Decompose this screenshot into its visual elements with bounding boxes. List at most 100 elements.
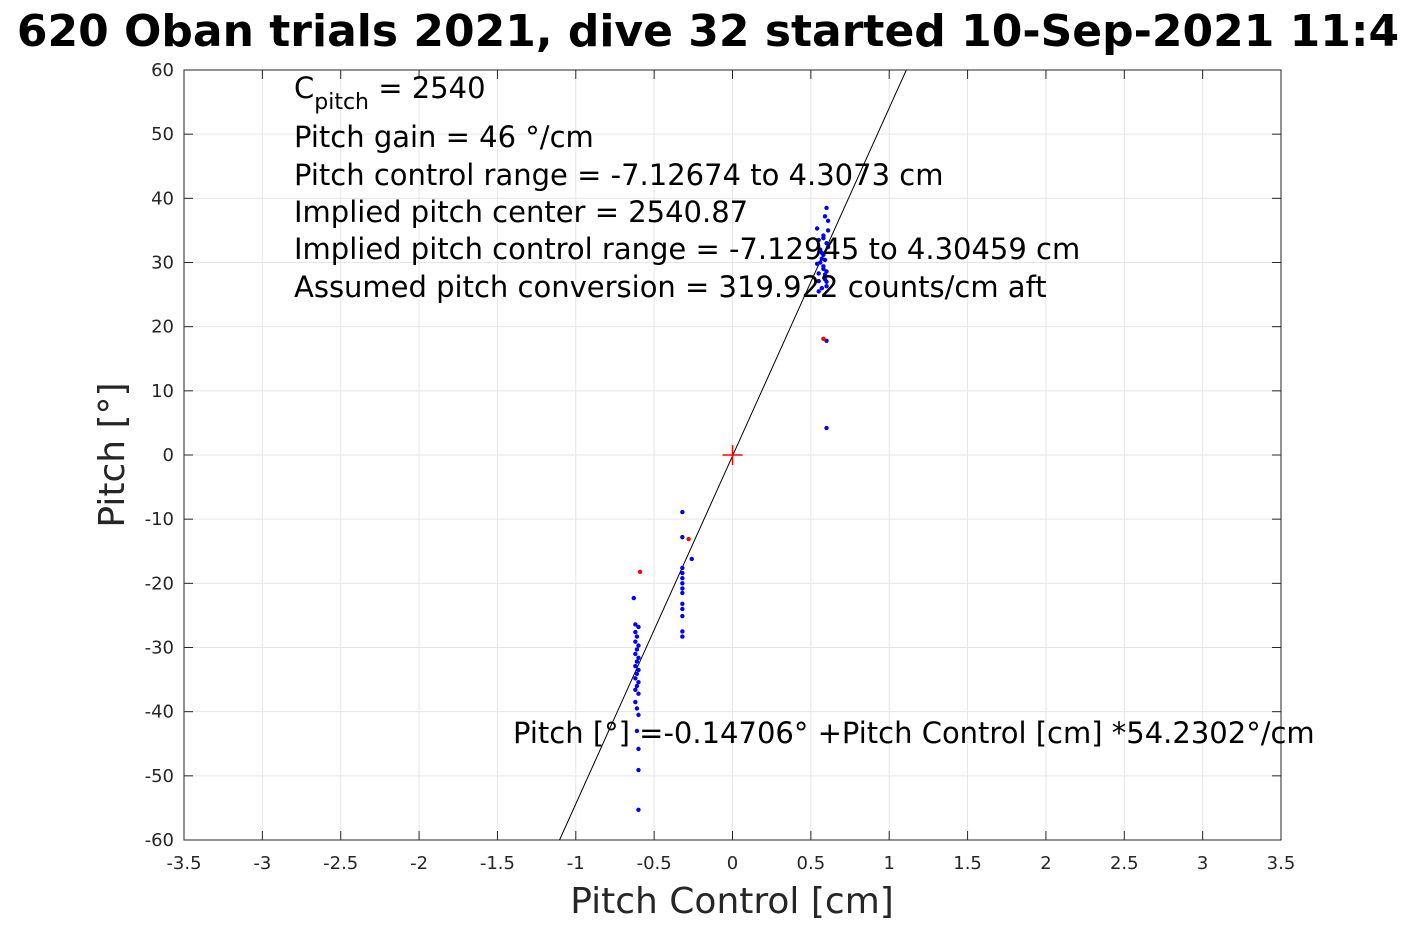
data-point bbox=[634, 706, 640, 711]
data-point bbox=[822, 214, 828, 219]
y-tick-label: -20 bbox=[145, 573, 174, 594]
data-point bbox=[633, 699, 638, 705]
data-point bbox=[680, 565, 685, 571]
data-point bbox=[636, 712, 641, 718]
data-point bbox=[680, 634, 685, 639]
x-tick-label: -2 bbox=[410, 853, 428, 874]
y-tick-label: -60 bbox=[145, 830, 174, 851]
data-point bbox=[636, 807, 641, 813]
data-point bbox=[825, 228, 831, 233]
data-point bbox=[636, 746, 641, 752]
data-point bbox=[634, 647, 640, 652]
data-point bbox=[825, 244, 831, 250]
data-point bbox=[680, 590, 685, 596]
annotation-range: Pitch control range = -7.12674 to 4.3073… bbox=[294, 158, 943, 192]
cpitch-value: = 2540 bbox=[369, 71, 486, 105]
cpitch-subscript: pitch bbox=[314, 90, 369, 115]
x-tick-label: -3.5 bbox=[166, 853, 201, 874]
data-point bbox=[633, 651, 638, 657]
x-tick-label: -1.5 bbox=[480, 853, 515, 874]
x-tick-label: 0 bbox=[727, 853, 738, 874]
y-axis-label: Pitch [°] bbox=[92, 382, 133, 527]
data-point bbox=[680, 629, 685, 634]
x-tick-label: 3 bbox=[1197, 853, 1208, 874]
x-axis-label: Pitch Control [cm] bbox=[570, 881, 894, 922]
y-tick-label: -50 bbox=[145, 766, 174, 787]
data-point bbox=[824, 284, 829, 289]
x-tick-label: 0.5 bbox=[797, 853, 826, 874]
data-point bbox=[633, 622, 638, 627]
y-tick-label: 20 bbox=[151, 317, 174, 338]
data-point bbox=[824, 269, 829, 274]
data-point bbox=[633, 676, 638, 681]
data-point bbox=[636, 655, 641, 660]
data-point bbox=[680, 581, 685, 586]
data-point bbox=[634, 683, 640, 689]
pitch-center-marker bbox=[722, 445, 743, 465]
x-tick-label: 2.5 bbox=[1110, 853, 1139, 874]
data-point bbox=[824, 425, 829, 431]
data-point bbox=[680, 534, 685, 540]
annotation-implied-range: Implied pitch control range = -7.12945 t… bbox=[294, 232, 1080, 266]
data-point bbox=[814, 226, 820, 231]
fit-equation: Pitch [°] =-0.14706° +Pitch Control [cm]… bbox=[513, 716, 1315, 750]
data-point bbox=[633, 629, 638, 635]
data-point bbox=[689, 556, 694, 562]
x-tick-label: 3.5 bbox=[1267, 853, 1296, 874]
data-point bbox=[634, 634, 640, 639]
x-tick-label: -2.5 bbox=[323, 853, 358, 874]
data-point bbox=[636, 679, 641, 685]
data-point bbox=[819, 285, 825, 291]
data-point bbox=[816, 237, 821, 243]
x-tick-label: 1 bbox=[883, 853, 894, 874]
y-tick-label: 10 bbox=[151, 381, 174, 402]
y-tick-label: 30 bbox=[151, 253, 174, 274]
data-points bbox=[631, 205, 831, 813]
grid-lines bbox=[183, 69, 1282, 841]
data-point bbox=[636, 767, 641, 773]
data-point bbox=[821, 252, 826, 257]
y-tick-label: 60 bbox=[151, 60, 174, 81]
data-point bbox=[680, 586, 685, 591]
chart-title: 620 Oban trials 2021, dive 32 started 10… bbox=[17, 6, 1399, 57]
data-point bbox=[821, 266, 826, 272]
y-tick-label: 40 bbox=[151, 188, 174, 209]
data-point bbox=[822, 257, 828, 263]
data-point bbox=[680, 613, 685, 619]
data-point bbox=[680, 606, 685, 612]
data-point bbox=[633, 663, 638, 669]
data-point bbox=[633, 639, 638, 644]
data-point bbox=[816, 289, 821, 294]
data-point bbox=[634, 728, 640, 734]
annotation-cpitch: Cpitch = 2540 bbox=[294, 71, 486, 115]
annotation-conversion: Assumed pitch conversion = 319.922 count… bbox=[294, 270, 1047, 304]
x-tick-label: -0.5 bbox=[637, 853, 672, 874]
data-point bbox=[821, 235, 826, 241]
data-point bbox=[633, 687, 638, 693]
y-tick-label: 50 bbox=[151, 124, 174, 145]
annotation-center: Implied pitch center = 2540.87 bbox=[294, 195, 748, 229]
x-tick-label: -1 bbox=[567, 853, 585, 874]
data-point bbox=[636, 691, 641, 696]
x-axis-ticks: -3.5 -3 -2.5 -2 -1.5 -1 -0.5 0 0.5 1 1.5 2 2.5 3 3.5 bbox=[166, 70, 1295, 874]
data-point bbox=[821, 336, 826, 342]
data-point bbox=[814, 261, 820, 266]
cpitch-symbol: C bbox=[294, 71, 314, 105]
y-tick-label: -30 bbox=[145, 638, 174, 659]
data-point bbox=[636, 667, 641, 673]
data-point bbox=[636, 643, 641, 648]
data-point bbox=[680, 509, 685, 515]
y-tick-label: -40 bbox=[145, 702, 174, 723]
data-point bbox=[634, 671, 640, 677]
data-point bbox=[825, 218, 831, 223]
y-axis-ticks: -60 -50 -40 -30 -20 -10 0 10 20 30 40 50 60 bbox=[145, 60, 1281, 851]
data-point bbox=[816, 278, 821, 284]
annotation-gain: Pitch gain = 46 °/cm bbox=[294, 120, 594, 154]
data-point bbox=[824, 205, 829, 211]
data-point bbox=[636, 624, 641, 630]
data-point bbox=[631, 595, 636, 601]
data-point bbox=[680, 570, 685, 576]
y-tick-label: 0 bbox=[163, 445, 174, 466]
x-tick-label: 1.5 bbox=[953, 853, 982, 874]
